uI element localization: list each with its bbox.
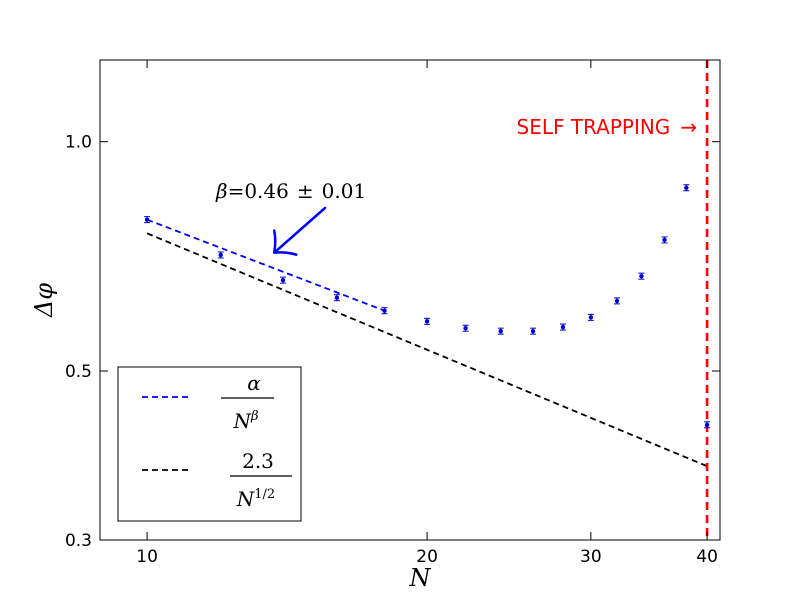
data-marker	[498, 328, 503, 334]
data-point	[559, 323, 566, 331]
data-marker	[662, 237, 667, 243]
data-marker	[560, 324, 566, 330]
legend: α Nβ 2.3 N1/2	[117, 366, 302, 522]
data-point	[683, 184, 690, 192]
x-tick-label: 20	[416, 547, 438, 567]
x-axis-label: N	[409, 564, 432, 592]
data-marker	[588, 315, 594, 320]
legend-denominator-exp: β	[250, 409, 259, 424]
data-marker	[424, 319, 430, 324]
svg-text:Nβ: Nβ	[232, 409, 258, 433]
self-trapping-annotation: SELF TRAPPING →	[517, 115, 698, 139]
legend-denominator-base: N	[232, 409, 252, 433]
y-tick-label: 0.3	[65, 531, 92, 551]
beta-arrow	[272, 206, 327, 256]
data-marker	[614, 298, 620, 304]
data-point	[613, 297, 620, 305]
data-marker	[463, 326, 468, 331]
x-tick-label: 30	[580, 547, 602, 567]
x-tick-label: 10	[136, 547, 158, 567]
data-marker	[530, 328, 536, 334]
legend-numerator-alpha: α	[247, 371, 261, 395]
legend-entry-sqrt-law: 2.3 N1/2	[142, 449, 292, 511]
data-marker	[218, 252, 223, 258]
beta-symbol: β	[215, 179, 228, 203]
y-tick-label: 1.0	[65, 133, 92, 153]
data-marker	[382, 308, 387, 313]
plot-frame	[99, 59, 721, 541]
data-point	[661, 236, 668, 244]
data-marker	[639, 273, 644, 279]
data-point	[704, 421, 711, 429]
self-trapping-arrow: →	[680, 115, 697, 139]
data-marker	[144, 217, 150, 222]
data-point	[333, 294, 340, 302]
beta-err: 0.01	[322, 179, 367, 203]
data-point	[424, 317, 431, 325]
data-point	[144, 216, 151, 224]
svg-text:N1/2: N1/2	[236, 487, 275, 511]
data-marker	[280, 277, 286, 283]
data-marker	[684, 185, 689, 190]
svg-text:SELF TRAPPING→: SELF TRAPPING →	[517, 115, 698, 139]
data-point	[217, 251, 224, 259]
beta-eq: =	[228, 179, 245, 203]
x-tick-label: 40	[696, 547, 718, 567]
data-point	[381, 307, 388, 315]
beta-annotation: β=0.46 ±0.01	[215, 179, 366, 256]
data-marker	[704, 422, 710, 427]
data-point	[638, 272, 645, 280]
beta-value: 0.46	[244, 179, 289, 203]
beta-pm: ±	[297, 179, 314, 203]
data-point	[497, 327, 504, 335]
legend-denominator-base: N	[236, 487, 256, 511]
data-point	[587, 313, 594, 321]
fit-line-sqrt-law	[146, 232, 708, 468]
y-tick-label: 0.5	[65, 362, 92, 382]
legend-entry-power-law: α Nβ	[142, 371, 274, 433]
data-point	[530, 327, 537, 335]
fit-line-power-law	[146, 218, 385, 312]
data-point	[462, 324, 469, 332]
y-axis-label: Δφ	[30, 283, 58, 318]
legend-denominator-exp: 1/2	[254, 487, 275, 502]
svg-text:β=0.46±0.01: β=0.46 ±0.01	[215, 179, 366, 203]
self-trapping-label: SELF TRAPPING	[517, 115, 671, 139]
data-marker	[334, 295, 340, 300]
legend-numerator-2p3: 2.3	[242, 449, 274, 473]
legend-box	[117, 366, 302, 522]
data-point	[279, 276, 286, 284]
